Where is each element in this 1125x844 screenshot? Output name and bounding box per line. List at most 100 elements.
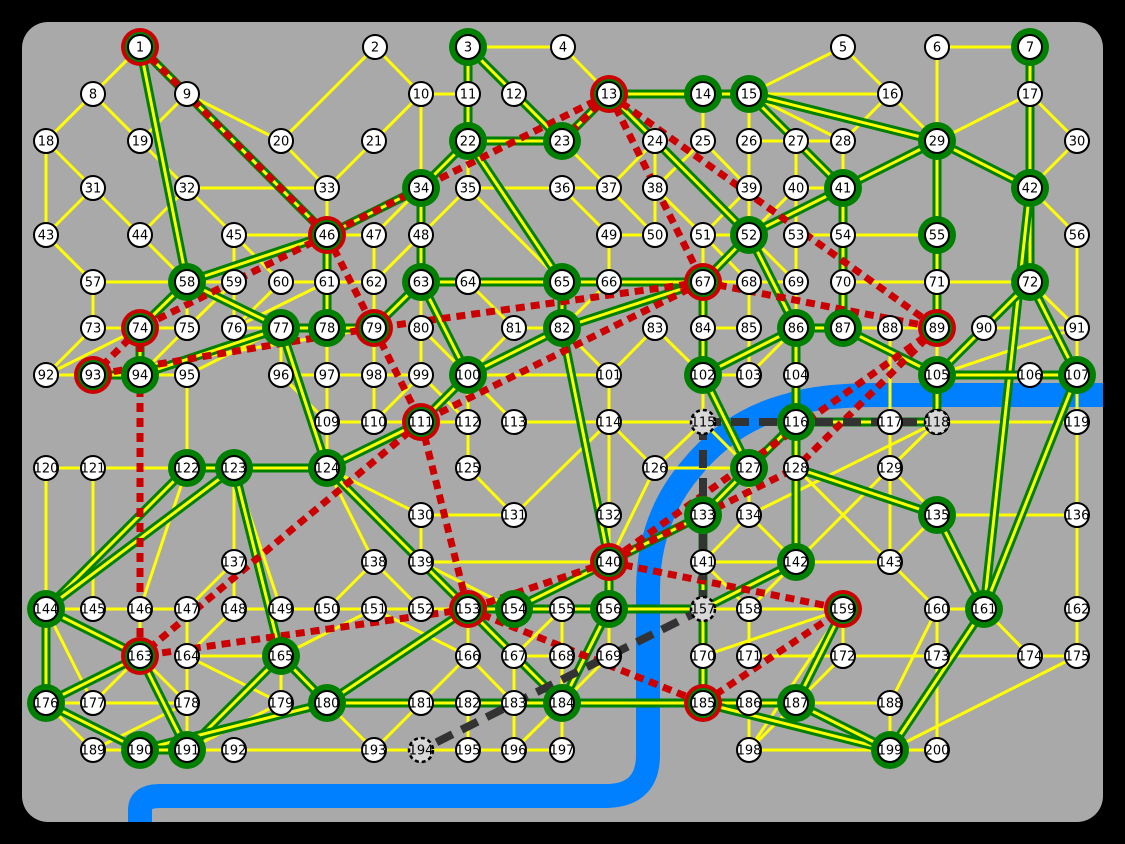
station-180[interactable]: 180 xyxy=(308,684,346,722)
station-127[interactable]: 127 xyxy=(730,449,768,487)
station-94[interactable]: 94 xyxy=(121,356,159,394)
station-73[interactable]: 73 xyxy=(80,315,106,341)
station-125[interactable]: 125 xyxy=(455,455,481,481)
station-131[interactable]: 131 xyxy=(501,502,527,528)
station-109[interactable]: 109 xyxy=(314,409,340,435)
station-11[interactable]: 11 xyxy=(455,81,481,107)
station-161[interactable]: 161 xyxy=(965,590,1003,628)
station-10[interactable]: 10 xyxy=(408,81,434,107)
station-82[interactable]: 82 xyxy=(543,309,581,347)
station-23[interactable]: 23 xyxy=(543,122,581,160)
station-43[interactable]: 43 xyxy=(33,222,59,248)
station-76[interactable]: 76 xyxy=(221,315,247,341)
station-171[interactable]: 171 xyxy=(736,643,762,669)
station-35[interactable]: 35 xyxy=(455,175,481,201)
station-89[interactable]: 89 xyxy=(918,309,956,347)
station-12[interactable]: 12 xyxy=(501,81,527,107)
station-128[interactable]: 128 xyxy=(783,455,809,481)
station-103[interactable]: 103 xyxy=(736,362,762,388)
station-31[interactable]: 31 xyxy=(80,175,106,201)
station-164[interactable]: 164 xyxy=(174,643,200,669)
station-198[interactable]: 198 xyxy=(736,737,762,763)
station-70[interactable]: 70 xyxy=(830,269,856,295)
station-142[interactable]: 142 xyxy=(777,543,815,581)
station-53[interactable]: 53 xyxy=(783,222,809,248)
station-95[interactable]: 95 xyxy=(174,362,200,388)
station-187[interactable]: 187 xyxy=(777,684,815,722)
station-183[interactable]: 183 xyxy=(501,690,527,716)
station-4[interactable]: 4 xyxy=(550,34,576,60)
station-100[interactable]: 100 xyxy=(449,356,487,394)
station-24[interactable]: 24 xyxy=(642,128,668,154)
station-26[interactable]: 26 xyxy=(736,128,762,154)
station-190[interactable]: 190 xyxy=(121,731,159,769)
station-27[interactable]: 27 xyxy=(783,128,809,154)
station-60[interactable]: 60 xyxy=(268,269,294,295)
station-199[interactable]: 199 xyxy=(871,731,909,769)
station-102[interactable]: 102 xyxy=(684,356,722,394)
station-37[interactable]: 37 xyxy=(596,175,622,201)
station-165[interactable]: 165 xyxy=(262,637,300,675)
station-105[interactable]: 105 xyxy=(918,356,956,394)
station-132[interactable]: 132 xyxy=(596,502,622,528)
station-69[interactable]: 69 xyxy=(783,269,809,295)
station-157[interactable]: 157 xyxy=(689,595,717,623)
station-9[interactable]: 9 xyxy=(174,81,200,107)
station-62[interactable]: 62 xyxy=(361,269,387,295)
station-90[interactable]: 90 xyxy=(971,315,997,341)
station-32[interactable]: 32 xyxy=(174,175,200,201)
station-88[interactable]: 88 xyxy=(877,315,903,341)
station-112[interactable]: 112 xyxy=(455,409,481,435)
station-148[interactable]: 148 xyxy=(221,596,247,622)
station-140[interactable]: 140 xyxy=(590,543,628,581)
station-121[interactable]: 121 xyxy=(80,455,106,481)
station-45[interactable]: 45 xyxy=(221,222,247,248)
station-147[interactable]: 147 xyxy=(174,596,200,622)
station-173[interactable]: 173 xyxy=(924,643,950,669)
station-29[interactable]: 29 xyxy=(918,122,956,160)
station-28[interactable]: 28 xyxy=(830,128,856,154)
station-51[interactable]: 51 xyxy=(690,222,716,248)
station-167[interactable]: 167 xyxy=(501,643,527,669)
station-21[interactable]: 21 xyxy=(361,128,387,154)
station-193[interactable]: 193 xyxy=(361,737,387,763)
station-33[interactable]: 33 xyxy=(314,175,340,201)
station-20[interactable]: 20 xyxy=(268,128,294,154)
station-7[interactable]: 7 xyxy=(1011,28,1049,66)
station-80[interactable]: 80 xyxy=(408,315,434,341)
station-155[interactable]: 155 xyxy=(549,596,575,622)
station-151[interactable]: 151 xyxy=(361,596,387,622)
station-126[interactable]: 126 xyxy=(642,455,668,481)
station-188[interactable]: 188 xyxy=(877,690,903,716)
station-153[interactable]: 153 xyxy=(449,590,487,628)
station-48[interactable]: 48 xyxy=(408,222,434,248)
station-85[interactable]: 85 xyxy=(736,315,762,341)
station-139[interactable]: 139 xyxy=(408,549,434,575)
station-38[interactable]: 38 xyxy=(642,175,668,201)
station-67[interactable]: 67 xyxy=(684,263,722,301)
station-63[interactable]: 63 xyxy=(402,263,440,301)
station-34[interactable]: 34 xyxy=(402,169,440,207)
station-114[interactable]: 114 xyxy=(596,409,622,435)
station-83[interactable]: 83 xyxy=(642,315,668,341)
station-197[interactable]: 197 xyxy=(549,737,575,763)
station-146[interactable]: 146 xyxy=(127,596,153,622)
station-8[interactable]: 8 xyxy=(80,81,106,107)
station-39[interactable]: 39 xyxy=(736,175,762,201)
station-65[interactable]: 65 xyxy=(543,263,581,301)
station-47[interactable]: 47 xyxy=(361,222,387,248)
station-143[interactable]: 143 xyxy=(877,549,903,575)
station-195[interactable]: 195 xyxy=(455,737,481,763)
station-57[interactable]: 57 xyxy=(80,269,106,295)
station-84[interactable]: 84 xyxy=(690,315,716,341)
station-192[interactable]: 192 xyxy=(221,737,247,763)
station-96[interactable]: 96 xyxy=(268,362,294,388)
station-177[interactable]: 177 xyxy=(80,690,106,716)
station-54[interactable]: 54 xyxy=(830,222,856,248)
station-30[interactable]: 30 xyxy=(1064,128,1090,154)
station-74[interactable]: 74 xyxy=(121,309,159,347)
station-59[interactable]: 59 xyxy=(221,269,247,295)
station-87[interactable]: 87 xyxy=(824,309,862,347)
station-149[interactable]: 149 xyxy=(268,596,294,622)
station-129[interactable]: 129 xyxy=(877,455,903,481)
